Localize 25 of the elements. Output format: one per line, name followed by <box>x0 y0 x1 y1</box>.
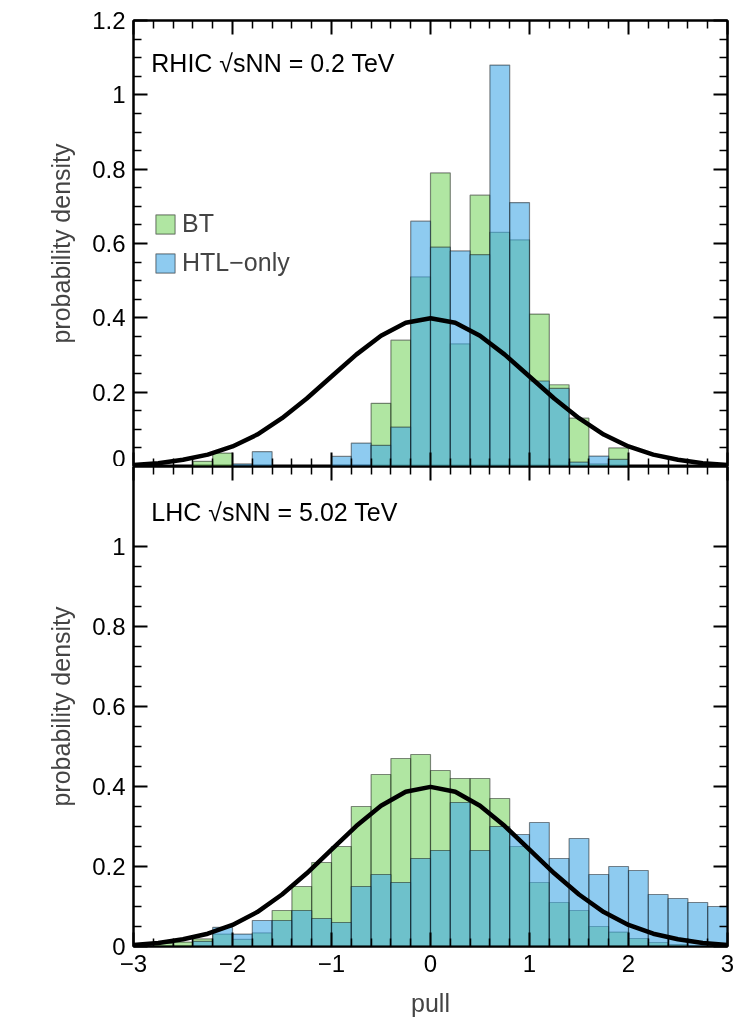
y-tick-label: 0.4 <box>92 773 126 800</box>
y-tick-label: 1.2 <box>92 7 126 34</box>
x-tick-label: 3 <box>720 949 735 977</box>
y-axis-title: probability density <box>47 142 76 344</box>
y-tick-label: 0.4 <box>92 304 126 332</box>
y-tick-label: 0.6 <box>92 230 126 257</box>
y-tick-label: 0.8 <box>92 155 126 183</box>
legend-label: HTL−only <box>182 248 290 277</box>
x-tick-label: −2 <box>218 949 247 977</box>
y-tick-label: 1 <box>112 81 126 109</box>
annotation: RHIC √sNN = 0.2 TeV <box>151 48 395 77</box>
y-tick-label: 0.6 <box>92 693 126 720</box>
annotation: LHC √sNN = 5.02 TeV <box>151 498 398 527</box>
x-tick-label: 0 <box>423 949 438 977</box>
y-tick-label: 0.2 <box>92 853 126 880</box>
y-tick-label: 1 <box>112 533 126 560</box>
x-tick-label: 1 <box>522 949 537 977</box>
x-tick-label: 2 <box>621 949 636 977</box>
y-tick-label: 0.8 <box>92 613 126 640</box>
x-tick-label: −1 <box>317 949 346 977</box>
y-axis-title: probability density <box>47 605 76 807</box>
x-axis-title: pull <box>411 988 450 1017</box>
y-tick-label: 0.2 <box>92 378 126 406</box>
legend-label: BT <box>182 209 214 238</box>
y-tick-label: 0 <box>112 444 126 472</box>
